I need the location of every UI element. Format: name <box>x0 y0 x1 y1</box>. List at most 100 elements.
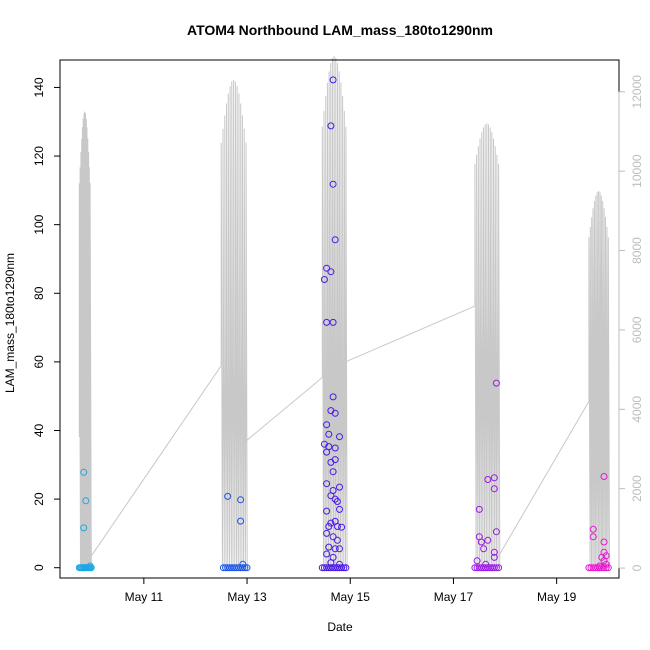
data-point <box>325 543 333 551</box>
data-point <box>336 433 343 441</box>
y-tick-label: 0 <box>32 564 46 571</box>
data-point <box>336 560 343 568</box>
y-tick-label: 120 <box>32 146 46 166</box>
data-point <box>80 468 88 476</box>
data-point <box>86 562 94 570</box>
data-point <box>589 525 597 533</box>
y-tick-label: 100 <box>32 214 46 234</box>
data-point <box>323 448 331 456</box>
data-point <box>342 564 350 572</box>
data-point <box>490 548 498 556</box>
data-point <box>473 557 481 565</box>
data-point <box>237 496 245 504</box>
data-point <box>596 562 604 570</box>
data-point <box>241 564 249 572</box>
data-point <box>239 560 247 568</box>
y2-tick-label: 6000 <box>630 316 644 343</box>
x-tick-label: May 13 <box>227 590 267 604</box>
y2-tick-label: 12000 <box>630 75 644 109</box>
secondary-burst-2 <box>321 55 348 569</box>
data-point <box>331 236 339 244</box>
data-point <box>320 276 328 283</box>
data-point <box>323 421 331 429</box>
chart-title: ATOM4 Northbound LAM_mass_180to1290nm <box>187 22 493 38</box>
data-points <box>75 76 612 572</box>
data-point <box>82 497 90 505</box>
y2-tick-label: 0 <box>630 564 644 571</box>
y2-tick-label: 10000 <box>630 154 644 188</box>
x-tick-label: May 15 <box>331 590 371 604</box>
y2-tick-label: 2000 <box>630 475 644 502</box>
data-point <box>325 523 333 530</box>
data-point <box>237 517 245 525</box>
data-point <box>492 379 500 387</box>
data-point <box>589 533 597 541</box>
x-axis: May 11 May 13 May 15 May 17 May 19 <box>125 578 577 604</box>
data-point <box>327 492 335 500</box>
x-tick-label: May 11 <box>125 590 164 604</box>
data-point <box>484 476 492 483</box>
data-point <box>329 76 337 84</box>
y-axis-label: LAM_mass_180to1290nm <box>3 253 17 393</box>
data-point <box>327 519 335 527</box>
data-point <box>323 507 331 515</box>
data-point <box>602 564 610 572</box>
secondary-link-2 <box>345 305 476 363</box>
data-point <box>333 498 341 505</box>
data-point <box>482 560 490 568</box>
y2-tick-label: 8000 <box>630 237 644 264</box>
data-point <box>80 524 88 532</box>
secondary-burst-1 <box>220 79 248 569</box>
data-point <box>336 545 343 553</box>
data-point <box>600 538 608 546</box>
data-point <box>323 550 331 558</box>
data-point <box>336 483 343 491</box>
data-point <box>323 529 331 537</box>
data-point <box>331 444 339 452</box>
data-point <box>600 473 608 480</box>
x-tick-label: May 19 <box>537 590 577 604</box>
data-point <box>495 564 503 572</box>
data-point <box>475 505 483 513</box>
y-tick-label: 60 <box>32 355 46 369</box>
secondary-burst-4 <box>588 190 610 569</box>
y-tick-label: 20 <box>32 492 46 506</box>
data-point <box>338 564 346 572</box>
y2-tick-label: 4000 <box>630 396 644 423</box>
data-point <box>323 480 331 488</box>
data-point <box>336 505 343 513</box>
data-point <box>327 559 335 567</box>
data-point <box>224 492 232 500</box>
data-point <box>333 536 341 544</box>
secondary-link-1 <box>245 377 323 442</box>
data-point <box>477 538 485 546</box>
data-point <box>325 430 333 438</box>
data-point <box>600 557 608 565</box>
data-point <box>329 393 337 401</box>
data-point <box>602 560 610 568</box>
data-point <box>490 553 498 561</box>
data-point <box>490 564 498 572</box>
y-tick-label: 140 <box>32 77 46 97</box>
data-point <box>327 122 335 130</box>
data-point <box>480 545 488 553</box>
data-point <box>331 495 339 503</box>
data-point <box>87 564 95 572</box>
data-point <box>329 468 337 476</box>
x-tick-label: May 17 <box>434 590 474 604</box>
data-point <box>490 485 498 493</box>
secondary-burst-0 <box>78 111 92 569</box>
y-axis-right: 0 2000 4000 6000 8000 10000 12000 <box>618 75 644 571</box>
secondary-series-lines <box>78 55 610 569</box>
data-point <box>329 180 337 188</box>
secondary-link-3 <box>498 401 590 557</box>
data-point <box>329 533 337 541</box>
data-point <box>492 528 500 536</box>
x-axis-label: Date <box>327 620 353 634</box>
data-point <box>239 564 247 572</box>
data-point <box>329 318 337 326</box>
data-point <box>490 474 498 482</box>
data-point <box>327 268 335 276</box>
data-point <box>600 564 608 572</box>
